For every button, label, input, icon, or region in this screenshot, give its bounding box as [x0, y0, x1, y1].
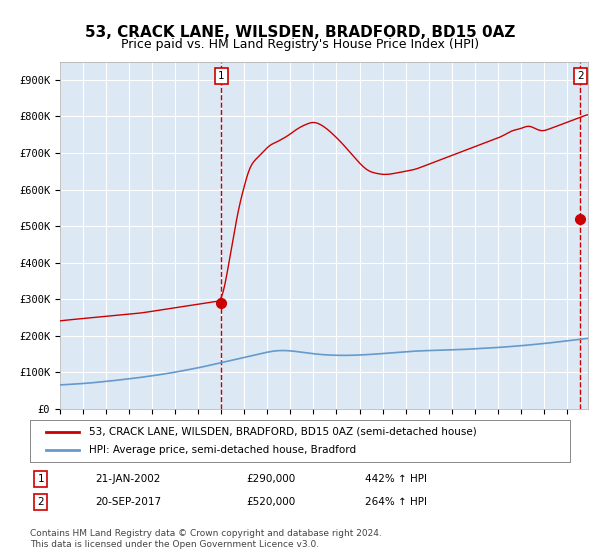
Text: HPI: Average price, semi-detached house, Bradford: HPI: Average price, semi-detached house,… — [89, 445, 356, 455]
Text: 53, CRACK LANE, WILSDEN, BRADFORD, BD15 0AZ: 53, CRACK LANE, WILSDEN, BRADFORD, BD15 … — [85, 25, 515, 40]
Text: 1: 1 — [37, 474, 44, 484]
Text: 2: 2 — [577, 71, 584, 81]
Text: 264% ↑ HPI: 264% ↑ HPI — [365, 497, 427, 507]
Text: 53, CRACK LANE, WILSDEN, BRADFORD, BD15 0AZ (semi-detached house): 53, CRACK LANE, WILSDEN, BRADFORD, BD15 … — [89, 427, 477, 437]
Text: Price paid vs. HM Land Registry's House Price Index (HPI): Price paid vs. HM Land Registry's House … — [121, 38, 479, 51]
Text: 20-SEP-2017: 20-SEP-2017 — [95, 497, 161, 507]
Text: 442% ↑ HPI: 442% ↑ HPI — [365, 474, 427, 484]
Text: £290,000: £290,000 — [246, 474, 295, 484]
Text: 21-JAN-2002: 21-JAN-2002 — [95, 474, 160, 484]
Text: Contains HM Land Registry data © Crown copyright and database right 2024.
This d: Contains HM Land Registry data © Crown c… — [30, 529, 382, 549]
Text: 1: 1 — [218, 71, 224, 81]
Text: 2: 2 — [37, 497, 44, 507]
Text: £520,000: £520,000 — [246, 497, 295, 507]
